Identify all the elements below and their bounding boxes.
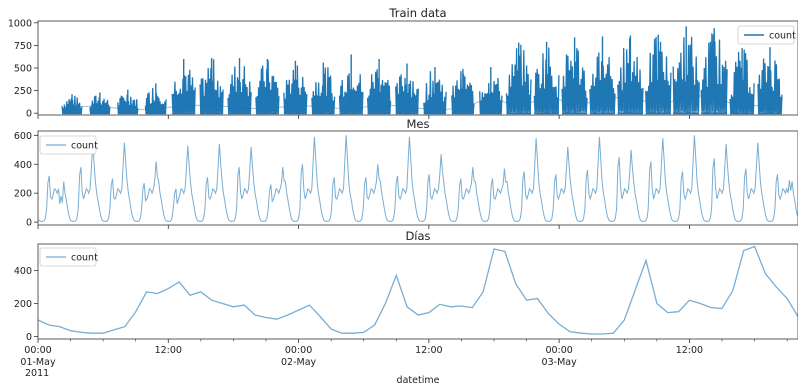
panel3-xtick-label: 12:00 xyxy=(155,345,182,356)
panel3-xtick-label: 00:00 xyxy=(24,345,51,356)
panel3-xtick-date: 01-May xyxy=(20,357,56,368)
panel2-legend: count xyxy=(39,135,98,155)
panel3-xtick-label: 12:00 xyxy=(676,345,703,356)
panel3-frame xyxy=(37,243,798,340)
panel3-legend: count xyxy=(39,247,98,267)
panel1-mean-line xyxy=(71,93,771,111)
panel1-legend: count xyxy=(737,25,796,45)
panel0-ytick-label: 500 xyxy=(14,64,32,75)
panel2-legend-label: count xyxy=(71,141,98,152)
panel1-legend-label: count xyxy=(769,31,796,42)
panel1-y-axis: 0 250 500 750 1000 xyxy=(8,18,38,120)
panel2-ytick-label: 0 xyxy=(26,332,32,343)
panel0-ytick-label: 0 xyxy=(26,109,32,120)
panel3-xtick-label: 00:00 xyxy=(285,345,312,356)
panel0-ytick-label: 1000 xyxy=(8,18,32,29)
panel2-frame xyxy=(37,130,798,226)
panel2-title: Mes xyxy=(407,117,430,131)
panel2-ytick-label: 400 xyxy=(14,266,32,277)
panel2-plot xyxy=(38,135,798,222)
panel1-ytick-label: 0 xyxy=(26,218,32,229)
panel3-title: Días xyxy=(405,229,430,243)
panel0-ytick-label: 750 xyxy=(14,41,32,52)
panel0-ytick-label: 250 xyxy=(14,86,32,97)
panel2-ytick-label: 200 xyxy=(14,299,32,310)
panel3-plot xyxy=(37,245,798,335)
panel3-legend-label: count xyxy=(71,253,98,264)
panel2-y-axis: 0 200 400 600 xyxy=(14,131,38,229)
panel2-series-line xyxy=(38,135,798,222)
panel1-ytick-label: 400 xyxy=(14,160,32,171)
panel1-ytick-label: 200 xyxy=(14,189,32,200)
panel3-xtick-year: 2011 xyxy=(25,368,49,379)
panel3-xtick-label: 12:00 xyxy=(415,345,442,356)
panel3-xtick-date: 03-May xyxy=(542,357,578,368)
panel1-title: Train data xyxy=(388,6,446,20)
panel3-y-axis: 0 200 400 xyxy=(14,266,38,343)
x-axis-label: datetime xyxy=(397,375,440,386)
panel3-xtick-date: 02-May xyxy=(281,357,317,368)
panel1-ytick-label: 600 xyxy=(14,131,32,142)
panel3-xtick-label: 00:00 xyxy=(545,345,572,356)
panel3-series-line xyxy=(37,245,798,335)
panel1-plot xyxy=(61,26,783,115)
